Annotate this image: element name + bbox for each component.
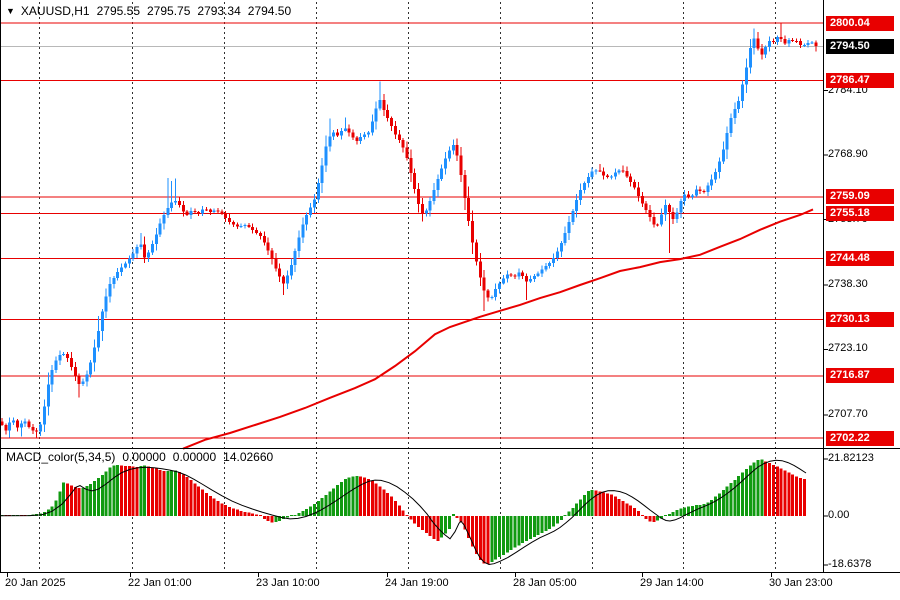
symbol-ohlc-header: ▼ XAUUSD,H1 2795.55 2795.75 2793.34 2794.50 bbox=[6, 4, 298, 18]
price-level-badge: 2744.48 bbox=[826, 251, 894, 267]
macd-scale-label: -18.6378 bbox=[828, 557, 872, 570]
macd-scale-label: 0.00 bbox=[828, 509, 850, 521]
price-level-badge: 2786.47 bbox=[826, 73, 894, 89]
macd-value-3: 14.02660 bbox=[223, 450, 274, 464]
ohlc-open: 2795.55 bbox=[96, 4, 140, 18]
time-tick-label: 20 Jan 2025 bbox=[5, 577, 66, 589]
ohlc-high: 2795.75 bbox=[147, 4, 191, 18]
sr-lines-layer bbox=[0, 22, 823, 439]
macd-value-2: 0.00000 bbox=[172, 450, 217, 464]
candles-layer bbox=[0, 23, 818, 439]
macd-signal-line bbox=[0, 459, 807, 566]
price-tick-label: 2738.30 bbox=[828, 277, 868, 290]
time-tick-label: 22 Jan 01:00 bbox=[128, 577, 192, 589]
price-tick-label: 2707.70 bbox=[828, 407, 868, 420]
time-tick-label: 29 Jan 14:00 bbox=[640, 577, 704, 589]
time-tick-label: 23 Jan 10:00 bbox=[256, 577, 320, 589]
price-tick-label: 2723.10 bbox=[828, 342, 868, 355]
price-level-badge: 2755.18 bbox=[826, 205, 894, 221]
ohlc-low: 2793.34 bbox=[197, 4, 241, 18]
price-tick-label: 2768.90 bbox=[828, 148, 868, 161]
price-level-badge: 2716.87 bbox=[826, 368, 894, 384]
macd-indicator-header: MACD_color(5,34,5) 0.00000 0.00000 14.02660 bbox=[6, 450, 273, 464]
macd-indicator-name: MACD_color(5,34,5) bbox=[6, 450, 116, 464]
time-tick-label: 28 Jan 05:00 bbox=[513, 577, 577, 589]
macd-scale-label: 21.82123 bbox=[828, 451, 874, 464]
price-level-badge: 2800.04 bbox=[826, 15, 894, 31]
current-price-badge: 2794.50 bbox=[826, 39, 894, 54]
price-level-badge: 2730.13 bbox=[826, 312, 894, 328]
frame-layer bbox=[0, 0, 900, 577]
symbol-timeframe-label: XAUUSD,H1 bbox=[20, 4, 90, 18]
window-collapse-icon[interactable]: ▼ bbox=[6, 6, 15, 16]
price-level-badge: 2759.09 bbox=[826, 189, 894, 205]
ma-line bbox=[182, 208, 814, 450]
time-tick-label: 30 Jan 23:00 bbox=[769, 577, 833, 589]
price-level-badge: 2702.22 bbox=[826, 430, 894, 446]
ohlc-close: 2794.50 bbox=[247, 4, 292, 18]
time-tick-label: 24 Jan 19:00 bbox=[385, 577, 449, 589]
macd-histogram-layer bbox=[0, 459, 806, 564]
macd-value-1: 0.00000 bbox=[122, 450, 166, 464]
